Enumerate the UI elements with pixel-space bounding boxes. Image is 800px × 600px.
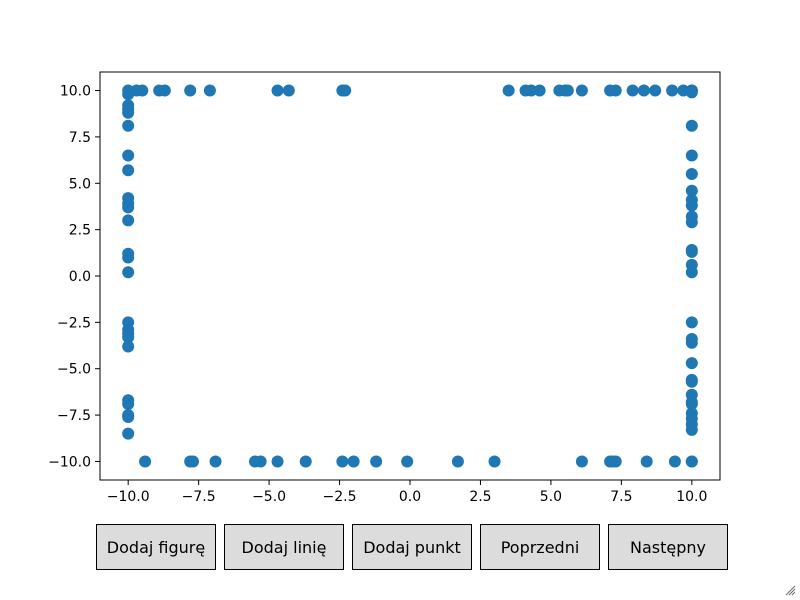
data-point [640,455,653,468]
data-point [609,455,622,468]
data-point [370,455,383,468]
y-tick-label: 10.0 [60,84,91,100]
data-point [254,455,267,468]
scatter-points [122,84,698,468]
data-point [626,84,639,97]
data-point [685,149,698,162]
data-point [685,316,698,329]
data-point [209,455,222,468]
data-point [122,266,135,279]
data-point [488,455,501,468]
plot-frame [99,71,721,481]
data-point [575,84,588,97]
x-tick-label: −2.5 [323,489,357,505]
x-tick-label: 2.5 [469,489,491,505]
data-point [347,455,360,468]
data-point [136,84,149,97]
y-tick-label: −7.5 [57,408,91,424]
data-point [187,455,199,468]
data-point [139,455,152,468]
data-point [122,340,135,353]
data-point [525,84,538,97]
data-point [533,84,546,97]
x-tick-label: 0.0 [399,489,421,505]
y-axis: −10.0 −7.5 −5.0 −2.5 0.0 2.5 5.0 7.5 10.0 [48,84,100,470]
y-tick-label: 5.0 [69,176,91,192]
data-point [637,84,650,97]
data-point [184,84,197,97]
data-point [609,84,622,97]
data-point [122,251,135,264]
data-point [685,184,698,197]
data-point [649,84,662,97]
data-point [122,164,135,177]
data-point [685,266,698,279]
x-tick-label: −10.0 [107,489,150,505]
data-point [685,375,698,388]
data-point [299,455,312,468]
data-point [666,84,679,97]
y-tick-label: 0.0 [69,269,91,285]
x-tick-label: −5.0 [252,489,286,505]
data-point [685,199,698,212]
add-figure-button[interactable]: Dodaj figurę [96,524,216,570]
data-point [122,331,135,344]
add-point-button[interactable]: Dodaj punkt [352,524,472,570]
data-point [668,455,681,468]
data-point [122,397,135,410]
y-tick-label: −2.5 [57,315,91,331]
data-point [685,423,698,436]
data-point [282,84,295,97]
data-point [203,84,216,97]
data-point [271,84,284,97]
previous-button[interactable]: Poprzedni [480,524,600,570]
data-point [401,455,414,468]
next-button[interactable]: Następny [608,524,728,570]
data-point [685,119,698,132]
resize-grip-icon[interactable] [784,584,796,596]
data-point [122,84,135,97]
data-point [685,397,698,410]
data-point [122,214,135,227]
data-point [122,201,135,214]
data-point [685,168,698,180]
y-tick-label: −10.0 [48,454,91,470]
data-point [122,119,135,132]
data-point [575,455,588,468]
data-point [685,357,698,370]
data-point [502,84,515,97]
data-point [451,455,464,468]
data-point [122,427,135,440]
data-point [158,84,171,97]
data-point [685,86,698,99]
data-point [339,84,352,97]
y-tick-label: 2.5 [69,223,91,239]
data-point [685,336,698,349]
data-point [685,455,698,468]
y-tick-label: 7.5 [69,130,91,146]
data-point [122,106,135,119]
data-point [336,455,349,468]
data-point [685,216,698,229]
x-tick-label: 7.5 [610,489,632,505]
x-axis: −10.0 −7.5 −5.0 −2.5 0.0 2.5 5.0 7.5 10.0 [107,480,707,505]
data-point [122,149,135,162]
x-tick-label: 5.0 [540,489,562,505]
x-tick-label: 10.0 [676,489,707,505]
data-point [561,84,574,97]
data-point [122,410,135,423]
x-tick-label: −7.5 [182,489,216,505]
data-point [685,245,698,258]
y-tick-label: −5.0 [57,362,91,378]
data-point [271,455,284,468]
add-line-button[interactable]: Dodaj linię [224,524,344,570]
